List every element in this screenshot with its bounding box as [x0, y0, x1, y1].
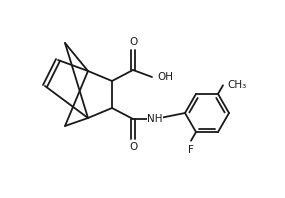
Text: O: O	[129, 142, 137, 152]
Text: OH: OH	[157, 72, 173, 82]
Text: NH: NH	[147, 114, 163, 124]
Text: CH₃: CH₃	[227, 80, 246, 90]
Text: F: F	[188, 145, 194, 155]
Text: O: O	[129, 37, 137, 47]
